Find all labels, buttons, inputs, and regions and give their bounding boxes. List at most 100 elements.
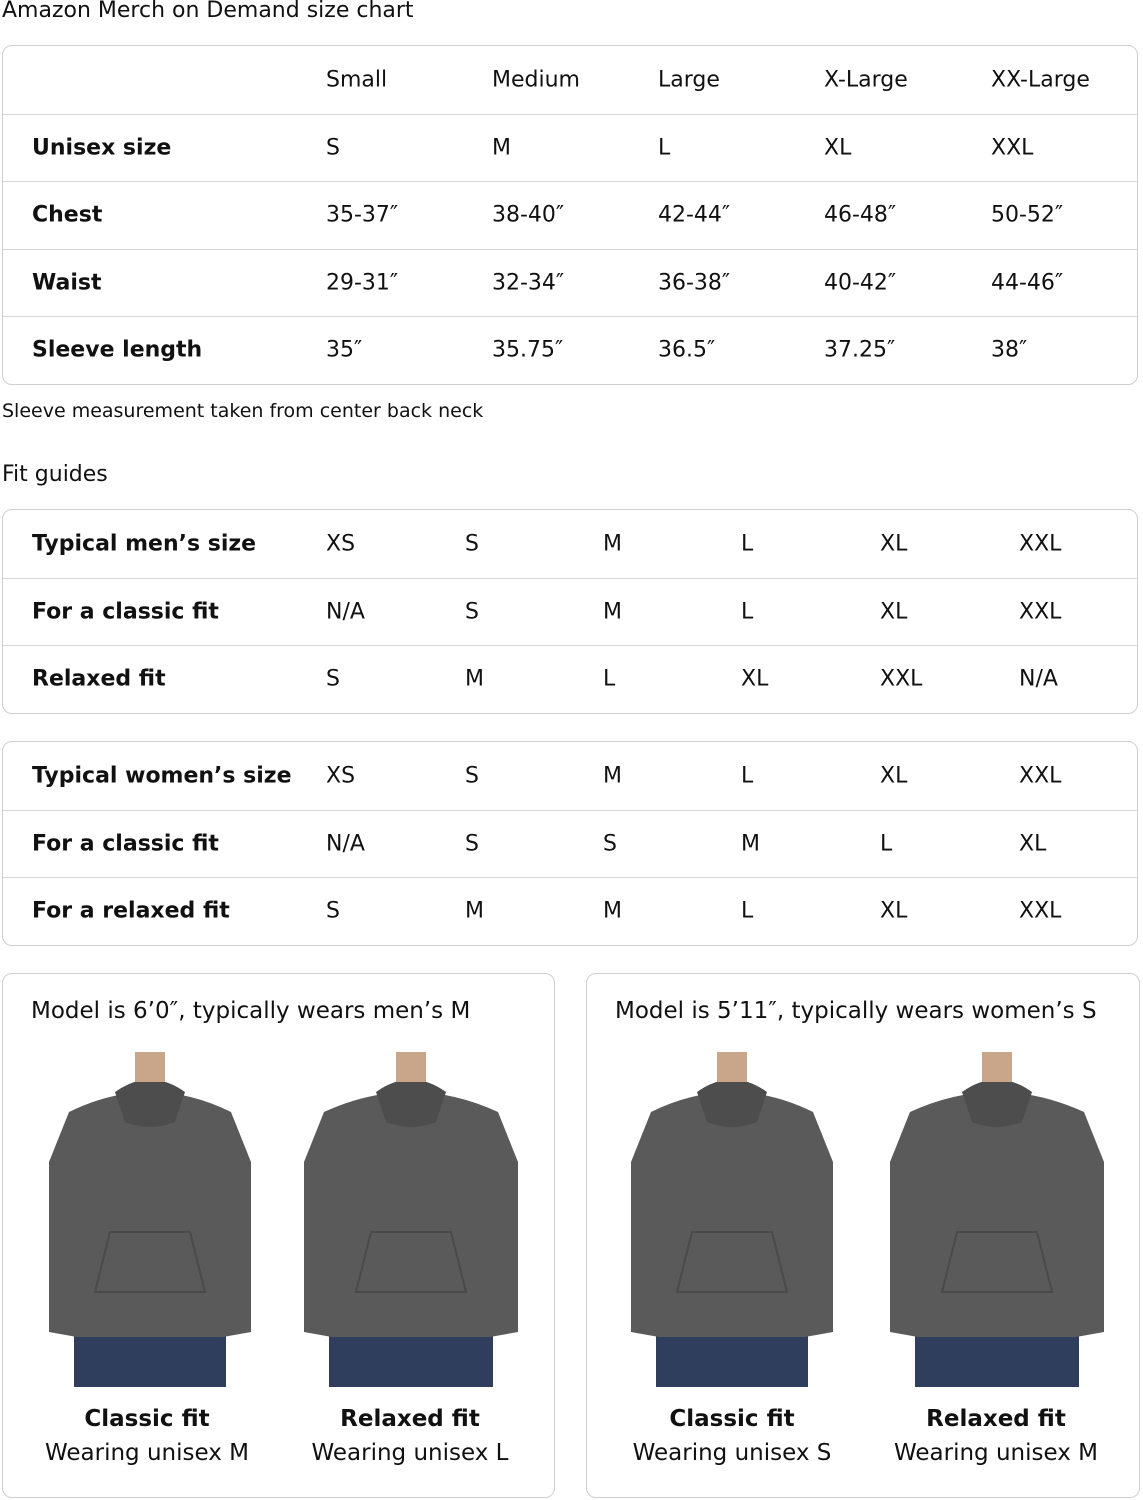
row-label: Relaxed fit [32, 666, 166, 692]
cell: 40-42″ [824, 270, 897, 296]
hoodie-body [890, 1092, 1104, 1337]
size-chart-table: Small Medium Large X-Large XX-Large Unisex si… [2, 45, 1138, 385]
cell: M [492, 135, 511, 161]
column-header: X-Large [824, 67, 908, 93]
header-row: Small Medium Large X-Large XX-Large [3, 46, 1137, 114]
row-label: Typical women’s size [32, 763, 292, 789]
cell: 35-37″ [326, 202, 399, 228]
cell: 46-48″ [824, 202, 897, 228]
cell: XS [326, 531, 356, 557]
row-label: Sleeve length [32, 337, 203, 363]
cell: M [465, 666, 484, 692]
cell: S [465, 599, 479, 625]
cell: M [603, 531, 622, 557]
fit-guides-heading: Fit guides [2, 462, 108, 487]
cell: S [603, 831, 617, 857]
hoodie-body [49, 1092, 251, 1337]
cell: M [465, 898, 484, 924]
row-label: For a relaxed fit [32, 898, 230, 924]
hood [697, 1079, 767, 1127]
cell: XXL [1019, 599, 1062, 625]
wearing-label: Wearing unisex S [632, 1440, 832, 1466]
cell: 35.75″ [492, 337, 564, 363]
womens-model-card: Model is 5’11″, typically wears women’s … [586, 973, 1140, 1498]
cell: L [658, 135, 671, 161]
fit-label: Relaxed fit [926, 1406, 1066, 1432]
model-photo-relaxed [882, 1052, 1112, 1387]
cell: XL [1019, 831, 1047, 857]
neck [135, 1052, 165, 1082]
cell: 36-38″ [658, 270, 731, 296]
cell: XL [880, 599, 908, 625]
wearing-label: Wearing unisex L [311, 1440, 509, 1466]
cell: L [741, 599, 754, 625]
cell: 35″ [326, 337, 363, 363]
cell: N/A [1019, 666, 1058, 692]
column-header: Small [326, 67, 388, 93]
cell: L [880, 831, 893, 857]
cell: 37.25″ [824, 337, 896, 363]
cell: L [741, 531, 754, 557]
fit-label: Classic fit [84, 1406, 210, 1432]
cell: 50-52″ [991, 202, 1064, 228]
hoodie-body [631, 1092, 833, 1337]
mens-model-card: Model is 6’0″, typically wears men’s M C… [2, 973, 555, 1498]
wearing-label: Wearing unisex M [44, 1440, 249, 1466]
pocket [93, 1231, 207, 1293]
cell: M [603, 599, 622, 625]
cell: 44-46″ [991, 270, 1064, 296]
cell: S [326, 666, 340, 692]
cell: N/A [326, 831, 365, 857]
cell: S [326, 898, 340, 924]
cell: 38″ [991, 337, 1028, 363]
row-label: Chest [32, 202, 103, 228]
cell: S [465, 763, 479, 789]
sleeve-note: Sleeve measurement taken from center bac… [2, 400, 484, 422]
table-row: Chest 35-37″ 38-40″ 42-44″ 46-48″ 50-52″ [3, 181, 1137, 249]
cell: M [741, 831, 760, 857]
photo-caption: Relaxed fit Wearing unisex L [280, 1406, 540, 1466]
cell: XL [880, 531, 908, 557]
neck [717, 1052, 747, 1082]
cell: XL [824, 135, 852, 161]
cell: 32-34″ [492, 270, 565, 296]
cell: XXL [880, 666, 923, 692]
hood [376, 1079, 446, 1127]
table-row: Unisex size S M L XL XXL [3, 113, 1137, 182]
table-row: Relaxed fit S M L XL XXL N/A [3, 645, 1137, 713]
cell: N/A [326, 599, 365, 625]
hoodie-body [304, 1092, 518, 1337]
pocket [940, 1231, 1054, 1293]
cell: S [465, 831, 479, 857]
fit-label: Classic fit [669, 1406, 795, 1432]
womens-fit-table: Typical women’s size XS S M L XL XXL For a clas… [2, 741, 1138, 946]
cell: XXL [991, 135, 1034, 161]
table-row: Waist 29-31″ 32-34″ 36-38″ 40-42″ 44-46″ [3, 248, 1137, 317]
row-label: For a classic fit [32, 599, 219, 625]
neck [982, 1052, 1012, 1082]
cell: XS [326, 763, 356, 789]
cell: M [603, 763, 622, 789]
table-row: Sleeve length 35″ 35.75″ 36.5″ 37.25″ 38″ [3, 316, 1137, 384]
cell: 42-44″ [658, 202, 731, 228]
column-header: Medium [492, 67, 580, 93]
cell: L [603, 666, 616, 692]
row-label: Unisex size [32, 135, 172, 161]
pocket [675, 1231, 789, 1293]
neck [396, 1052, 426, 1082]
model-photo-classic [617, 1052, 847, 1387]
cell: XL [880, 898, 908, 924]
table-row: For a classic fit N/A S M L XL XXL [3, 577, 1137, 646]
hood [962, 1079, 1032, 1127]
cell: L [741, 763, 754, 789]
photo-caption: Classic fit Wearing unisex M [17, 1406, 277, 1466]
pocket [354, 1231, 468, 1293]
model-photo-classic [35, 1052, 265, 1387]
table-row: Typical men’s size XS S M L XL XXL [3, 510, 1137, 578]
cell: 36.5″ [658, 337, 716, 363]
row-label: Typical men’s size [32, 531, 257, 557]
model-photo-relaxed [296, 1052, 526, 1387]
row-label: Waist [32, 270, 102, 296]
table-row: For a relaxed fit S M M L XL XXL [3, 877, 1137, 945]
